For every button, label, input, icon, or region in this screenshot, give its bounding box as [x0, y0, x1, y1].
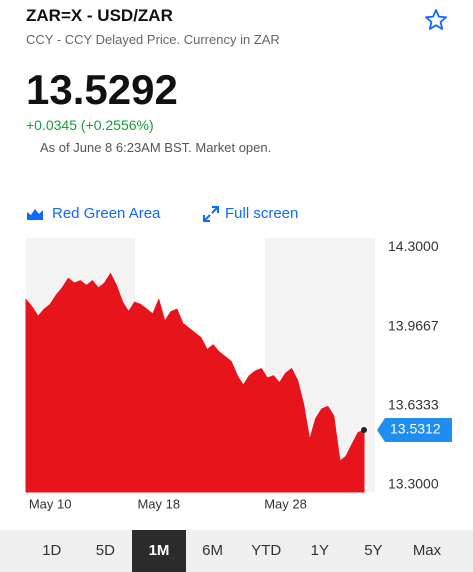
y-tick-label: 13.9667 [388, 317, 439, 333]
range-tab[interactable]: 1M [132, 530, 186, 572]
range-tab[interactable]: YTD [251, 542, 282, 559]
y-tick-label: 13.3000 [388, 476, 439, 492]
range-tab[interactable]: 5D [95, 542, 115, 559]
x-tick-label: May 10 [29, 496, 72, 511]
x-tick-label: May 28 [264, 496, 307, 511]
quote-subtitle: CCY - CCY Delayed Price. Currency in ZAR [26, 32, 280, 47]
y-tick-label: 14.3000 [388, 238, 439, 254]
chart: 13.3000 13.6333 13.9667 14.3000 May 10 May 18… [25, 238, 452, 511]
price: 13.5292 [26, 66, 178, 113]
range-tab[interactable]: 1Y [310, 542, 329, 559]
full-screen-button[interactable]: Full screen [225, 205, 299, 222]
range-tab[interactable]: 1D [42, 542, 62, 559]
as-of: As of June 8 6:23AM BST. Market open. [40, 140, 272, 155]
quote-title: ZAR=X - USD/ZAR [26, 6, 173, 25]
range-tabs: 1D 5D 1M 6M YTD 1Y 5Y Max [0, 530, 473, 572]
range-tab[interactable]: 6M [202, 542, 224, 559]
y-tick-label: 13.6333 [388, 396, 439, 412]
last-price-tag [377, 417, 452, 442]
last-price-label: 13.5312 [390, 421, 441, 437]
chart-style-button[interactable]: Red Green Area [52, 205, 161, 222]
price-area [25, 272, 365, 493]
area-icon [27, 209, 43, 220]
price-change: +0.0345 (+0.2556%) [26, 117, 154, 133]
watchlist-star[interactable] [424, 8, 448, 32]
x-tick-label: May 18 [137, 496, 180, 511]
full-screen-icon [203, 206, 219, 222]
last-point [361, 426, 367, 433]
range-tab[interactable]: Max [412, 542, 442, 559]
range-tab[interactable]: 5Y [364, 542, 383, 559]
